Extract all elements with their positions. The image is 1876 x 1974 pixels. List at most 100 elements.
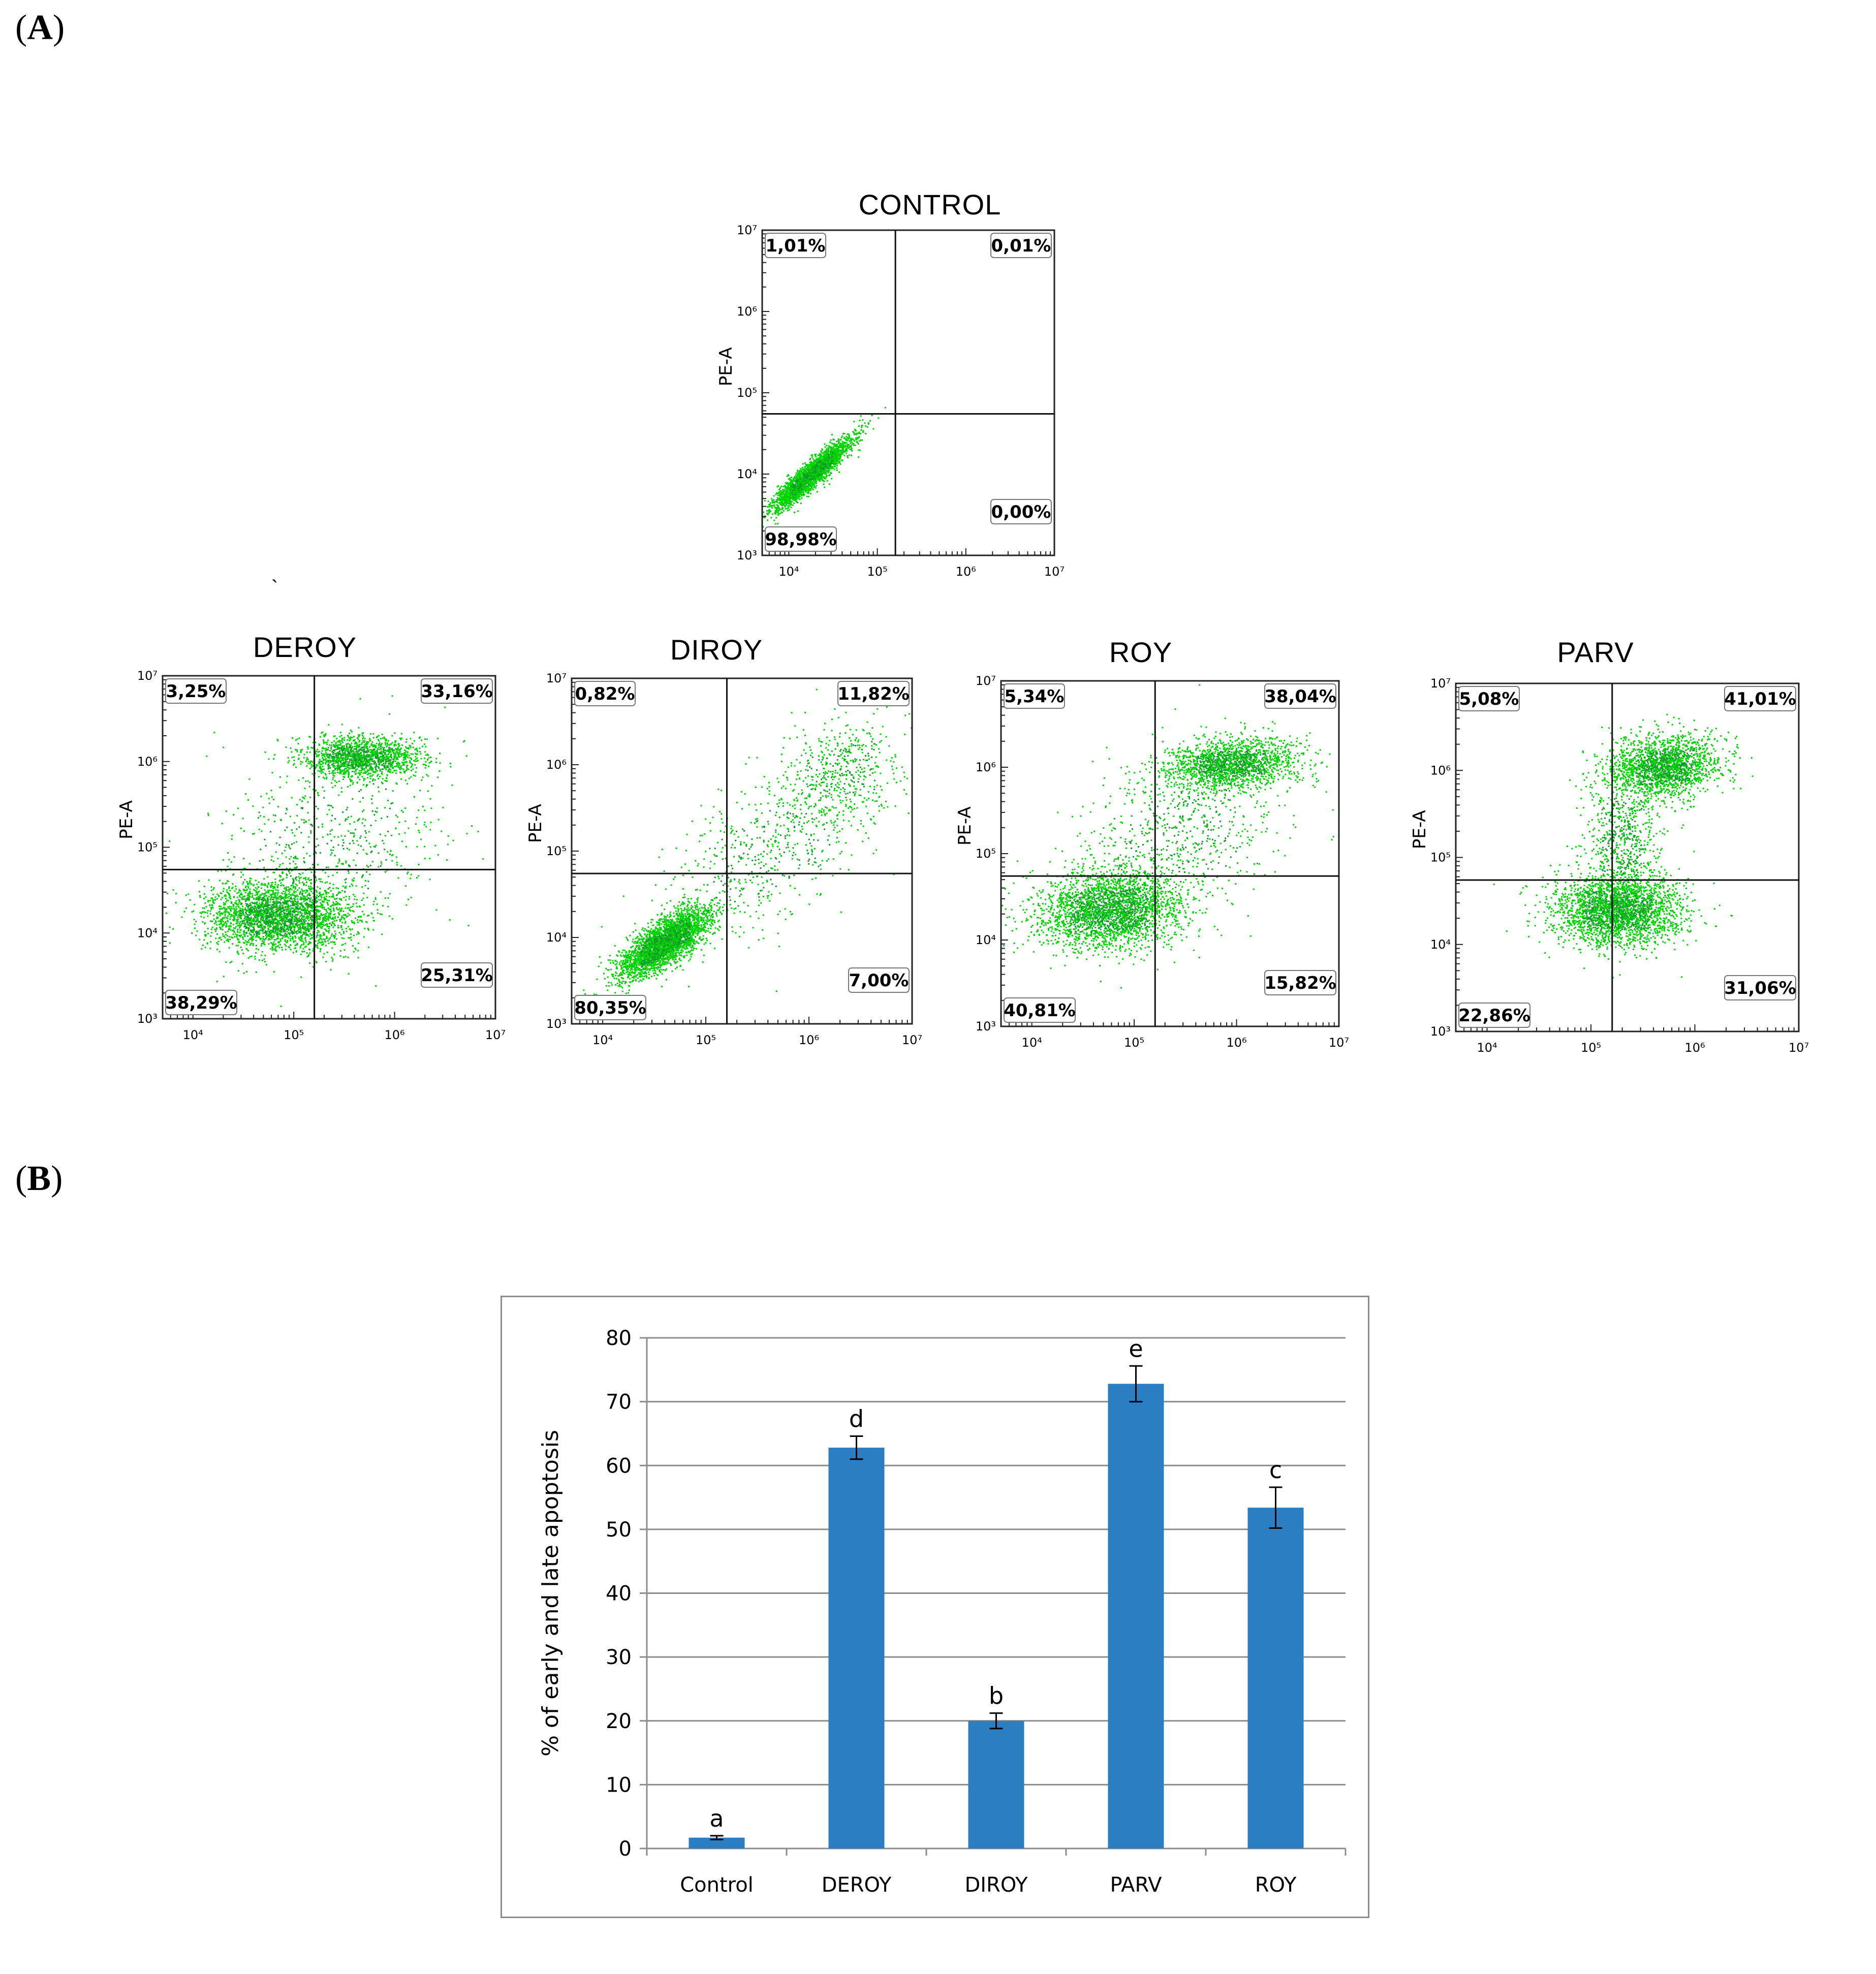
scatter-point bbox=[764, 499, 766, 502]
scatter-point bbox=[842, 453, 844, 455]
scatter-point bbox=[356, 906, 358, 907]
scatter-point bbox=[232, 933, 234, 935]
scatter-point bbox=[838, 459, 840, 461]
scatter-point bbox=[267, 891, 269, 893]
scatter-point bbox=[777, 485, 779, 487]
scatter-point bbox=[788, 509, 790, 511]
scatter-point bbox=[332, 874, 334, 876]
scatter-point bbox=[853, 444, 855, 446]
scatter-point bbox=[786, 491, 788, 493]
scatter-point bbox=[264, 884, 266, 886]
scatter-point bbox=[823, 463, 824, 465]
scatter-point bbox=[834, 444, 836, 446]
scatter-point bbox=[300, 914, 302, 916]
scatter-point bbox=[331, 933, 333, 935]
scatter-point bbox=[234, 919, 236, 921]
scatter-point bbox=[302, 916, 304, 918]
scatter-point bbox=[316, 900, 318, 902]
scatter-point bbox=[827, 447, 829, 449]
scatter-point bbox=[841, 449, 843, 451]
scatter-point bbox=[848, 435, 850, 437]
scatter-point bbox=[280, 899, 282, 901]
scatter-point bbox=[801, 470, 803, 472]
scatter-point bbox=[280, 931, 283, 933]
scatter-point bbox=[289, 915, 291, 917]
scatter-point bbox=[236, 896, 238, 898]
scatter-point bbox=[769, 502, 771, 504]
scatter-point bbox=[284, 944, 286, 946]
scatter-point bbox=[306, 895, 308, 897]
scatter-point bbox=[306, 952, 308, 954]
scatter-point bbox=[263, 914, 265, 916]
scatter-point bbox=[302, 894, 303, 896]
scatter-point bbox=[243, 914, 245, 916]
scatter-point bbox=[823, 460, 825, 462]
scatter-point bbox=[800, 477, 802, 478]
scatter-point bbox=[824, 469, 826, 471]
scatter-point bbox=[807, 468, 809, 470]
scatter-point bbox=[300, 927, 302, 929]
scatter-point bbox=[263, 910, 265, 912]
scatter-point bbox=[312, 903, 314, 905]
scatter-point bbox=[266, 895, 268, 897]
scatter-point bbox=[202, 907, 204, 909]
scatter-point bbox=[351, 920, 353, 922]
scatter-point bbox=[271, 884, 273, 886]
quadrant-label-lower-left: 98,98% bbox=[765, 529, 837, 550]
scatter-point bbox=[269, 908, 271, 910]
scatter-point bbox=[296, 930, 298, 932]
scatter-point bbox=[368, 929, 370, 931]
scatter-point bbox=[796, 485, 798, 487]
scatter-point bbox=[255, 952, 257, 954]
scatter-point bbox=[238, 903, 240, 905]
scatter-point bbox=[817, 460, 819, 462]
scatter-point bbox=[865, 432, 866, 434]
scatter-point bbox=[284, 920, 286, 922]
scatter-point bbox=[303, 900, 305, 902]
scatter-point bbox=[793, 486, 795, 488]
scatter-point bbox=[830, 455, 832, 457]
scatter-point bbox=[282, 918, 284, 920]
scatter-point bbox=[842, 450, 845, 452]
scatter-point bbox=[319, 935, 321, 937]
scatter-point bbox=[780, 485, 783, 487]
scatter-point bbox=[833, 465, 835, 467]
scatter-point bbox=[852, 431, 854, 433]
scatter-point bbox=[798, 484, 800, 486]
scatter-point bbox=[317, 934, 319, 936]
scatter-point bbox=[194, 903, 196, 905]
scatter-point bbox=[324, 941, 326, 943]
scatter-point bbox=[294, 904, 296, 906]
scatter-point bbox=[815, 479, 817, 481]
scatter-point bbox=[839, 463, 841, 465]
scatter-point bbox=[286, 920, 288, 922]
scatter-point bbox=[290, 885, 292, 887]
scatter-point bbox=[341, 928, 343, 930]
scatter-point bbox=[355, 917, 357, 919]
scatter-point bbox=[230, 910, 232, 912]
scatter-point bbox=[249, 902, 251, 904]
scatter-point bbox=[285, 924, 287, 926]
plot-title: DEROY bbox=[91, 631, 518, 664]
scatter-point bbox=[363, 892, 365, 894]
scatter-point bbox=[274, 895, 276, 897]
scatter-point bbox=[819, 472, 821, 474]
scatter-point bbox=[798, 493, 800, 495]
scatter-point bbox=[347, 913, 349, 915]
scatter-point bbox=[776, 507, 778, 509]
scatter-point bbox=[314, 898, 316, 899]
scatter-point bbox=[306, 891, 308, 893]
scatter-point bbox=[297, 912, 299, 914]
quadrant-label-box bbox=[990, 233, 1052, 258]
scatter-point bbox=[822, 465, 824, 467]
scatter-point bbox=[788, 503, 790, 505]
scatter-point bbox=[231, 915, 233, 917]
scatter-point bbox=[291, 889, 293, 891]
scatter-point bbox=[835, 453, 837, 455]
scatter-point bbox=[796, 491, 798, 493]
scatter-point bbox=[312, 892, 314, 894]
scatter-point bbox=[254, 956, 256, 957]
scatter-point bbox=[830, 472, 832, 474]
scatter-point bbox=[300, 896, 302, 898]
scatter-point bbox=[816, 462, 818, 464]
